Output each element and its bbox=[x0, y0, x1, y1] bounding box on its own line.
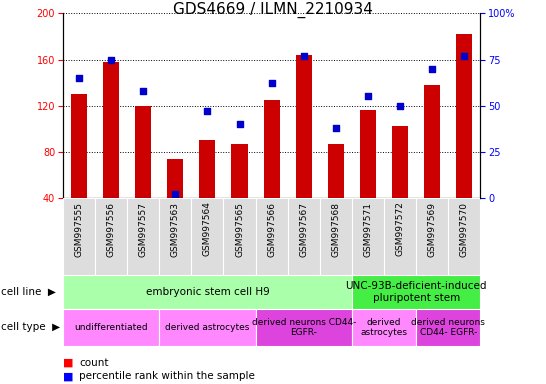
Bar bbox=[448, 198, 480, 275]
Bar bbox=[288, 198, 320, 275]
Text: UNC-93B-deficient-induced
pluripotent stem: UNC-93B-deficient-induced pluripotent st… bbox=[346, 281, 487, 303]
Text: GSM997569: GSM997569 bbox=[428, 202, 437, 257]
Bar bbox=[360, 110, 376, 198]
Bar bbox=[320, 198, 352, 275]
Text: GSM997570: GSM997570 bbox=[460, 202, 469, 257]
Bar bbox=[159, 198, 191, 275]
Text: embryonic stem cell H9: embryonic stem cell H9 bbox=[145, 287, 269, 297]
Text: derived astrocytes: derived astrocytes bbox=[165, 323, 250, 332]
Bar bbox=[416, 309, 480, 346]
Bar bbox=[352, 309, 416, 346]
Text: count: count bbox=[79, 358, 109, 368]
Text: GSM997563: GSM997563 bbox=[171, 202, 180, 257]
Bar bbox=[167, 159, 183, 198]
Point bbox=[106, 56, 115, 63]
Bar bbox=[392, 126, 408, 198]
Point bbox=[299, 53, 308, 59]
Bar bbox=[328, 144, 344, 198]
Bar bbox=[384, 198, 416, 275]
Bar bbox=[159, 309, 256, 346]
Text: GSM997572: GSM997572 bbox=[396, 202, 405, 257]
Bar bbox=[71, 94, 87, 198]
Bar bbox=[352, 198, 384, 275]
Bar bbox=[199, 140, 216, 198]
Text: cell line  ▶: cell line ▶ bbox=[1, 287, 56, 297]
Text: GSM997555: GSM997555 bbox=[74, 202, 84, 257]
Text: GSM997567: GSM997567 bbox=[299, 202, 308, 257]
Bar bbox=[63, 275, 352, 309]
Point bbox=[268, 80, 276, 86]
Text: cell type  ▶: cell type ▶ bbox=[1, 322, 60, 333]
Bar bbox=[296, 55, 312, 198]
Bar bbox=[352, 275, 480, 309]
Bar bbox=[191, 198, 223, 275]
Text: ■: ■ bbox=[63, 371, 73, 381]
Bar bbox=[95, 198, 127, 275]
Bar bbox=[264, 100, 280, 198]
Text: GSM997564: GSM997564 bbox=[203, 202, 212, 257]
Point bbox=[460, 53, 469, 59]
Text: GSM997565: GSM997565 bbox=[235, 202, 244, 257]
Text: derived
astrocytes: derived astrocytes bbox=[360, 318, 408, 337]
Text: derived neurons CD44-
EGFR-: derived neurons CD44- EGFR- bbox=[252, 318, 356, 337]
Text: GSM997557: GSM997557 bbox=[139, 202, 147, 257]
Point bbox=[74, 75, 83, 81]
Point bbox=[203, 108, 212, 114]
Point bbox=[331, 125, 340, 131]
Point bbox=[428, 66, 437, 72]
Bar bbox=[103, 62, 119, 198]
Text: GSM997566: GSM997566 bbox=[267, 202, 276, 257]
Text: GSM997556: GSM997556 bbox=[106, 202, 116, 257]
Bar bbox=[63, 309, 159, 346]
Bar bbox=[135, 106, 151, 198]
Bar bbox=[416, 198, 448, 275]
Point bbox=[139, 88, 147, 94]
Text: GSM997568: GSM997568 bbox=[331, 202, 340, 257]
Bar bbox=[63, 198, 95, 275]
Bar bbox=[424, 85, 440, 198]
Point bbox=[396, 103, 405, 109]
Bar bbox=[256, 309, 352, 346]
Text: GSM997571: GSM997571 bbox=[364, 202, 372, 257]
Text: GDS4669 / ILMN_2210934: GDS4669 / ILMN_2210934 bbox=[173, 2, 373, 18]
Text: percentile rank within the sample: percentile rank within the sample bbox=[79, 371, 255, 381]
Bar bbox=[127, 198, 159, 275]
Point bbox=[235, 121, 244, 127]
Text: undifferentiated: undifferentiated bbox=[74, 323, 148, 332]
Text: ■: ■ bbox=[63, 358, 73, 368]
Bar bbox=[232, 144, 247, 198]
Point bbox=[171, 191, 180, 197]
Point bbox=[364, 93, 372, 99]
Bar bbox=[456, 34, 472, 198]
Bar bbox=[256, 198, 288, 275]
Text: derived neurons
CD44- EGFR-: derived neurons CD44- EGFR- bbox=[412, 318, 485, 337]
Bar bbox=[223, 198, 256, 275]
